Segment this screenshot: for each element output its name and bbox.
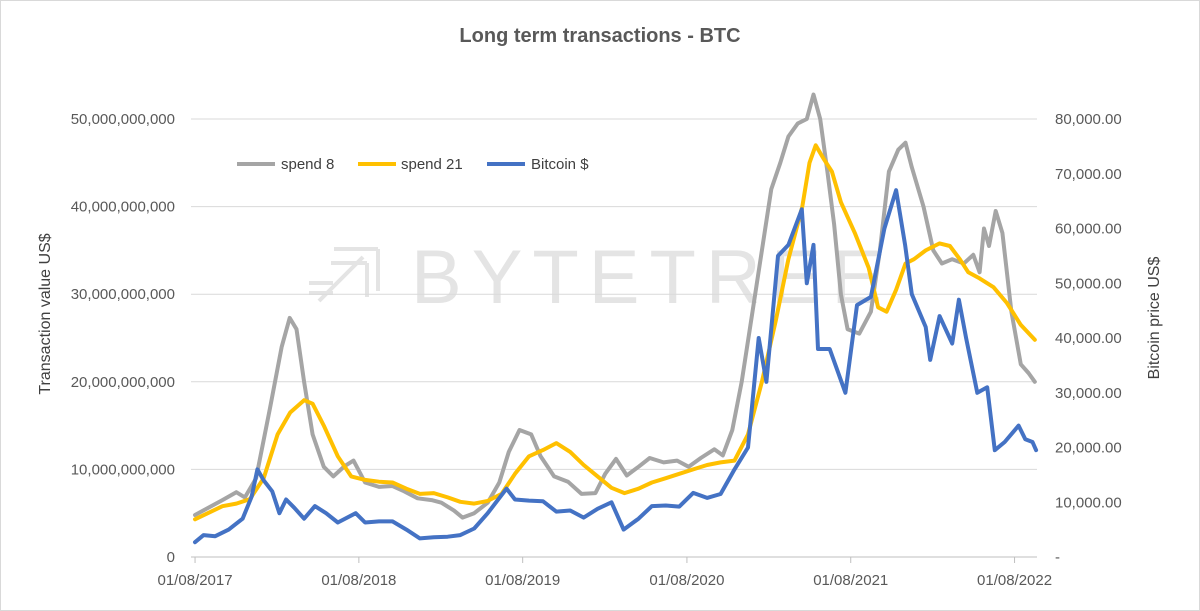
watermark-text: BYTETREE — [411, 235, 892, 320]
legend-item-bitcoin: Bitcoin $ — [487, 156, 589, 173]
x-tick-label: 01/08/2022 — [977, 572, 1052, 589]
series-lines — [193, 92, 1039, 545]
x-tick-label: 01/08/2019 — [485, 572, 560, 589]
y2-tick-label: 20,000.00 — [1055, 440, 1122, 457]
y-tick-label: 10,000,000,000 — [71, 461, 175, 478]
legend-item-spend-8: spend 8 — [237, 156, 334, 173]
chart-title: Long term transactions - BTC — [459, 25, 740, 47]
y2-tick-label: - — [1055, 549, 1060, 566]
y-tick-label: 50,000,000,000 — [71, 111, 175, 128]
y2-tick-label: 30,000.00 — [1055, 385, 1122, 402]
y-tick-label: 0 — [167, 549, 175, 566]
y2-tick-label: 80,000.00 — [1055, 111, 1122, 128]
y2-tick-label: 60,000.00 — [1055, 221, 1122, 238]
chart-legend: spend 8 spend 21 Bitcoin $ — [237, 156, 589, 173]
x-tick-label: 01/08/2017 — [158, 572, 233, 589]
x-tick-label: 01/08/2021 — [813, 572, 888, 589]
y-tick-label: 30,000,000,000 — [71, 286, 175, 303]
legend-item-spend-21: spend 21 — [358, 156, 463, 173]
axes: 0 10,000,000,000 20,000,000,000 30,000,000,… — [71, 111, 1122, 589]
y2-tick-label: 40,000.00 — [1055, 330, 1122, 347]
y2-tick-label: 70,000.00 — [1055, 166, 1122, 183]
bytetree-logo-icon — [309, 247, 380, 303]
legend-label-spend-8: spend 8 — [281, 156, 334, 173]
y-axis-title: Transaction value US$ — [37, 233, 54, 394]
y2-axis-title: Bitcoin price US$ — [1146, 257, 1163, 380]
x-tick-label: 01/08/2020 — [649, 572, 724, 589]
series-line-spend-8 — [193, 92, 1037, 520]
y-tick-label: 40,000,000,000 — [71, 199, 175, 216]
legend-label-bitcoin: Bitcoin $ — [531, 156, 589, 173]
series-line-bitcoin — [193, 188, 1039, 545]
x-tick-label: 01/08/2018 — [321, 572, 396, 589]
y2-tick-label: 50,000.00 — [1055, 275, 1122, 292]
y-tick-label: 20,000,000,000 — [71, 374, 175, 391]
y2-tick-label: 10,000.00 — [1055, 494, 1122, 511]
series-line-spend-21 — [193, 143, 1037, 522]
legend-label-spend-21: spend 21 — [401, 156, 463, 173]
